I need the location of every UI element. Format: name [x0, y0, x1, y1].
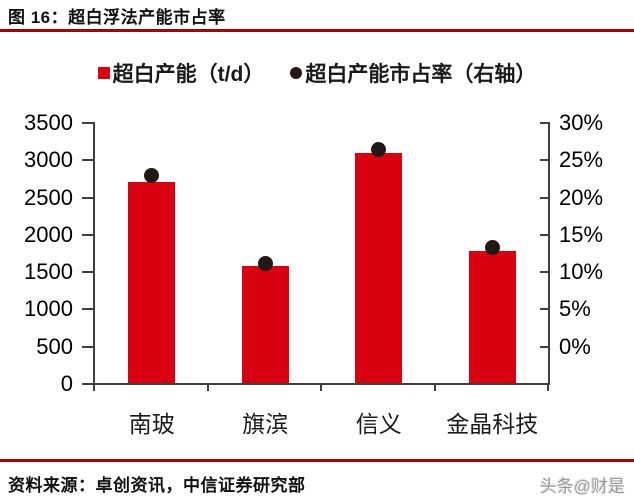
bar-3	[468, 251, 516, 383]
legend-square-marker-icon	[97, 67, 110, 79]
dot-1	[257, 256, 273, 272]
left-axis-tick-label: 3000	[24, 147, 73, 173]
plot-area	[95, 122, 549, 383]
right-axis-tick-label: 10%	[559, 259, 604, 285]
bottom-axis-tick	[206, 383, 209, 391]
bottom-axis-tick	[433, 383, 436, 391]
left-axis-tick	[82, 159, 93, 162]
right-axis-tick	[540, 383, 549, 385]
left-axis-tick-label: 1500	[24, 259, 73, 285]
legend-item-capacity: 超白产能（t/d）	[97, 58, 265, 88]
bar-2	[355, 153, 403, 383]
bottom-axis-tick	[93, 383, 95, 391]
left-axis-tick-label: 2500	[24, 184, 73, 210]
bar-1	[241, 265, 289, 383]
bottom-axis-tick	[547, 383, 549, 391]
left-axis-tick-label: 1000	[24, 296, 73, 322]
right-axis-tick	[540, 159, 549, 162]
right-axis-tick	[540, 233, 549, 236]
right-axis-tick-label: 5%	[559, 296, 591, 322]
left-axis-tick	[82, 233, 93, 236]
bar-0	[128, 181, 176, 383]
left-axis-tick	[82, 271, 93, 274]
category-axis-labels: 南玻 旗滨 信义 金晶科技	[95, 405, 549, 437]
left-axis-tick-label: 500	[36, 333, 73, 359]
right-axis-tick-label: 25%	[559, 147, 604, 173]
dot-0	[144, 168, 160, 184]
right-axis-tick-label: 20%	[559, 184, 604, 210]
left-axis-tick-label: 0	[60, 371, 73, 396]
right-axis-tick	[540, 271, 549, 274]
category-label-3: 金晶科技	[446, 411, 539, 437]
legend-label-share: 超白产能市占率（右轴）	[305, 63, 537, 86]
right-axis-line	[548, 122, 550, 385]
chart-legend: 超白产能（t/d） 超白产能市占率（右轴）	[0, 56, 634, 90]
right-axis-labels: 30% 25% 20% 15% 10% 5% 0%	[559, 112, 634, 383]
left-axis-tick-label: 2000	[24, 221, 73, 247]
category-label-1: 旗滨	[242, 411, 289, 437]
right-axis-tick	[540, 196, 549, 199]
right-axis-tick	[540, 345, 549, 348]
left-axis-line	[93, 122, 95, 385]
watermark: 头条@财是	[539, 477, 625, 496]
left-axis-tick	[82, 122, 93, 124]
category-label-2: 信义	[355, 411, 402, 437]
legend-item-share: 超白产能市占率（右轴）	[290, 58, 536, 88]
right-axis-tick	[540, 122, 549, 124]
title-underline-rule	[0, 29, 634, 32]
left-axis-tick	[82, 345, 93, 348]
left-axis-tick	[82, 308, 93, 311]
dot-3	[484, 239, 500, 255]
category-label-0: 南玻	[128, 411, 175, 437]
legend-circle-marker-icon	[290, 67, 303, 79]
left-axis-tick	[82, 196, 93, 199]
right-axis-tick-label: 30%	[559, 110, 604, 135]
bottom-axis-tick	[320, 383, 322, 391]
source-note: 资料来源：卓创资讯，中信证券研究部	[8, 476, 306, 495]
legend-label-capacity: 超白产能（t/d）	[112, 63, 265, 86]
left-axis-tick-label: 3500	[24, 110, 73, 135]
footer-rule	[0, 459, 634, 462]
right-axis-tick-label: 15%	[559, 221, 604, 247]
dot-2	[371, 142, 387, 158]
right-axis-tick	[540, 308, 549, 311]
left-axis-labels: 3500 3000 2500 2000 1500 1000 500 0	[0, 112, 73, 395]
right-axis-tick-label: 0%	[559, 333, 591, 359]
figure-title: 图 16：超白浮法产能市占率	[8, 8, 226, 27]
left-axis-tick	[82, 383, 93, 385]
